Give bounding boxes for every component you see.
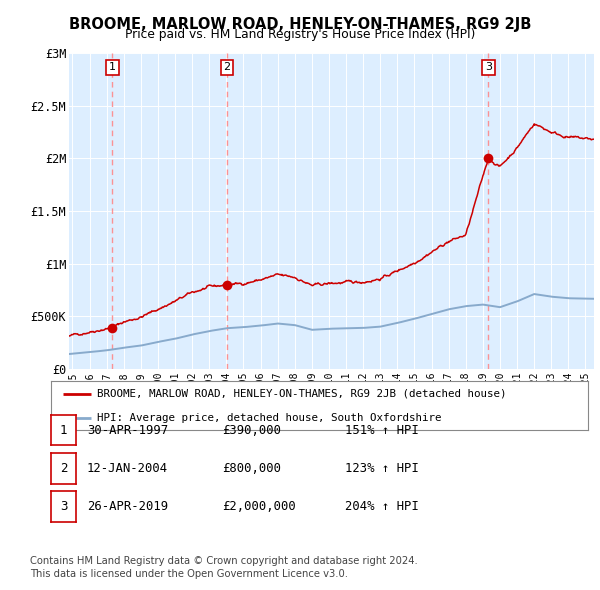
Text: 3: 3: [485, 63, 492, 73]
Text: 1: 1: [60, 424, 67, 437]
Text: £2,000,000: £2,000,000: [222, 500, 296, 513]
Text: 30-APR-1997: 30-APR-1997: [87, 424, 168, 437]
Text: BROOME, MARLOW ROAD, HENLEY-ON-THAMES, RG9 2JB: BROOME, MARLOW ROAD, HENLEY-ON-THAMES, R…: [69, 17, 531, 31]
Text: HPI: Average price, detached house, South Oxfordshire: HPI: Average price, detached house, Sout…: [97, 413, 441, 423]
Text: 26-APR-2019: 26-APR-2019: [87, 500, 168, 513]
Text: 1: 1: [109, 63, 116, 73]
Text: BROOME, MARLOW ROAD, HENLEY-ON-THAMES, RG9 2JB (detached house): BROOME, MARLOW ROAD, HENLEY-ON-THAMES, R…: [97, 389, 506, 399]
Text: This data is licensed under the Open Government Licence v3.0.: This data is licensed under the Open Gov…: [30, 569, 348, 579]
Text: £390,000: £390,000: [222, 424, 281, 437]
Text: 123% ↑ HPI: 123% ↑ HPI: [345, 462, 419, 475]
Text: 151% ↑ HPI: 151% ↑ HPI: [345, 424, 419, 437]
Text: 204% ↑ HPI: 204% ↑ HPI: [345, 500, 419, 513]
Text: 2: 2: [223, 63, 230, 73]
Text: 2: 2: [60, 462, 67, 475]
Text: Price paid vs. HM Land Registry's House Price Index (HPI): Price paid vs. HM Land Registry's House …: [125, 28, 475, 41]
Text: Contains HM Land Registry data © Crown copyright and database right 2024.: Contains HM Land Registry data © Crown c…: [30, 556, 418, 566]
Text: 3: 3: [60, 500, 67, 513]
Text: 12-JAN-2004: 12-JAN-2004: [87, 462, 168, 475]
Text: £800,000: £800,000: [222, 462, 281, 475]
